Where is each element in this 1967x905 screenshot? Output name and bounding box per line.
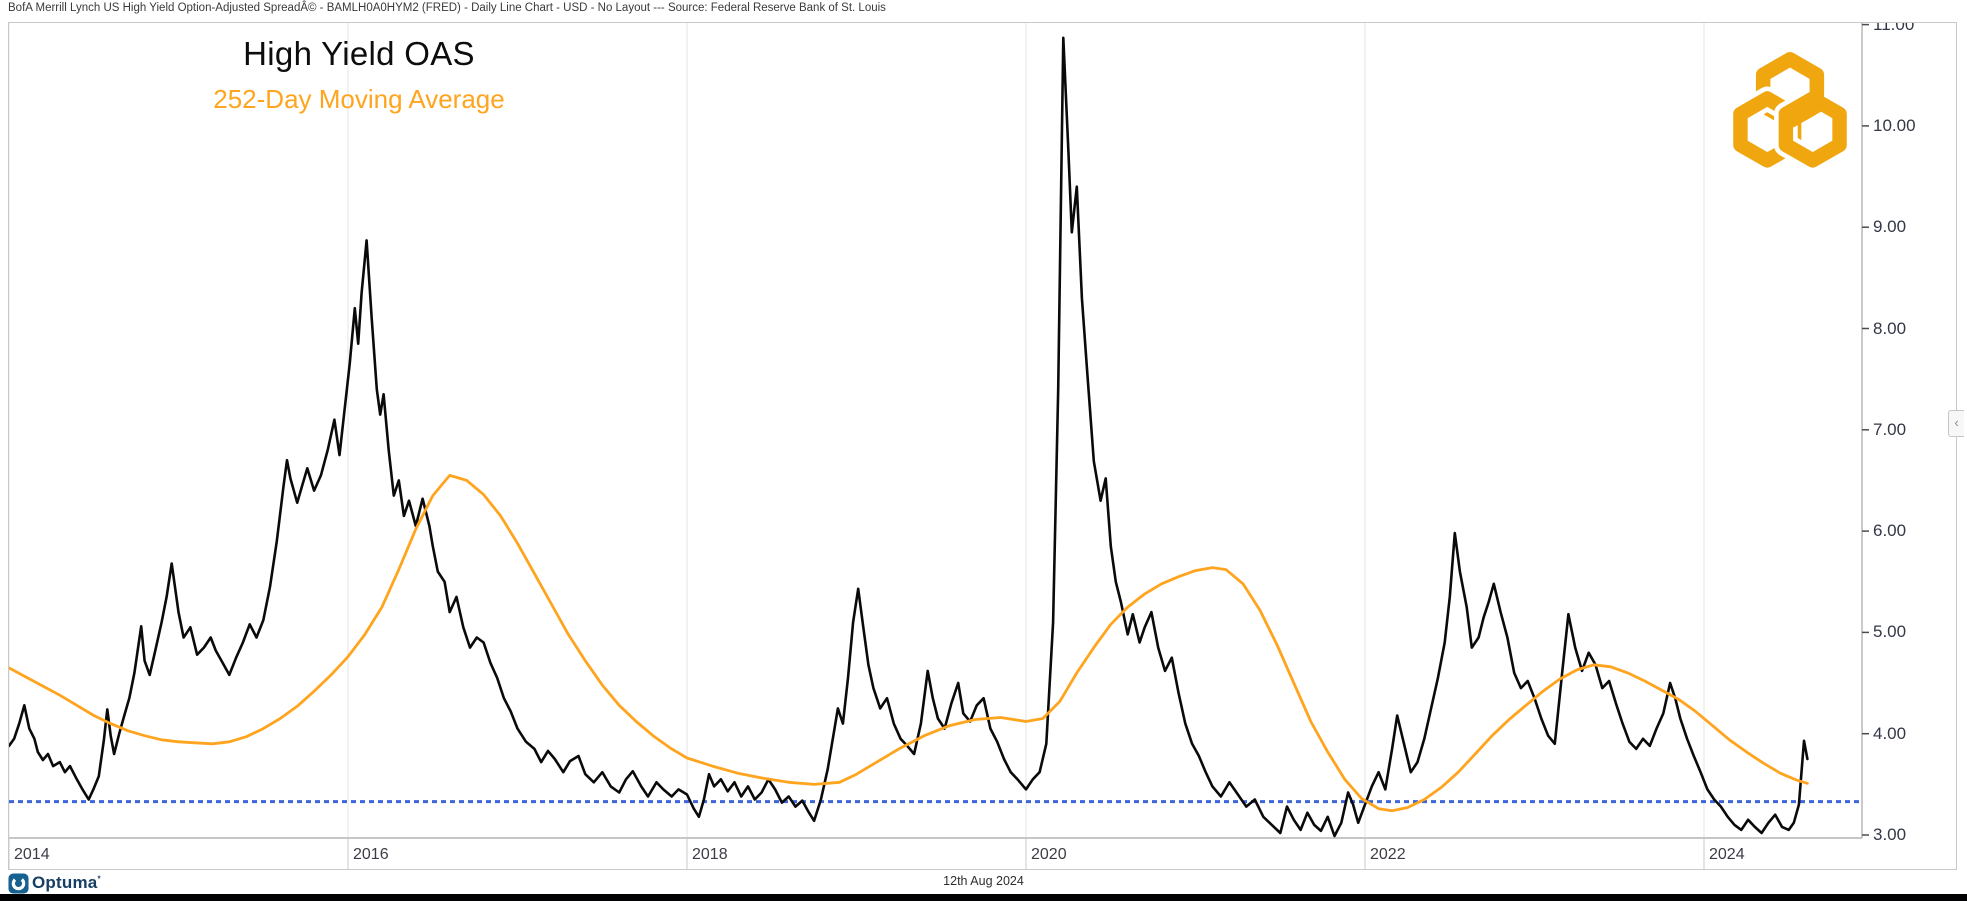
x-axis-label: 2016 — [353, 846, 389, 863]
x-axis-label: 2020 — [1031, 846, 1067, 863]
logo-hexagon — [1778, 91, 1847, 168]
bottom-bar — [0, 894, 1967, 901]
y-axis-label: 9.00 — [1873, 217, 1907, 237]
chart-date: 12th Aug 2024 — [943, 874, 1024, 888]
moving-average-series — [9, 474, 1809, 813]
y-axis-label: 10.00 — [1873, 115, 1916, 135]
optuma-lens-icon — [8, 872, 29, 894]
y-axis-label: 11.00 — [1873, 22, 1915, 34]
y-axis-label: 4.00 — [1873, 723, 1907, 743]
collapse-panel-button[interactable]: ‹ — [1948, 410, 1964, 437]
x-axis-label: 2018 — [692, 846, 728, 863]
y-axis-label: 7.00 — [1873, 419, 1907, 439]
chart-window: High Yield OAS 252-Day Moving Average 11… — [8, 22, 1957, 870]
window-title: BofA Merrill Lynch US High Yield Option-… — [8, 2, 886, 14]
y-axis-label: 8.00 — [1873, 318, 1907, 338]
y-axis-label: 3.00 — [1873, 825, 1907, 844]
brand-name: Optuma* — [32, 873, 101, 892]
oas-line-series — [9, 36, 1809, 838]
y-axis-label: 6.00 — [1873, 521, 1907, 541]
plot-area — [9, 23, 1869, 869]
logo-hexagon-weave — [1786, 74, 1825, 128]
x-axis-label: 2024 — [1709, 846, 1745, 863]
x-axis-label: 2022 — [1370, 846, 1406, 863]
brand-watermark: Optuma* — [8, 872, 101, 894]
x-axis-label: 2014 — [14, 846, 50, 863]
brand-trademark: * — [97, 874, 101, 884]
y-axis-label: 5.00 — [1873, 622, 1907, 642]
chevron-left-icon: ‹ — [1954, 415, 1959, 430]
interlocking-hexagons-icon — [1728, 51, 1852, 173]
